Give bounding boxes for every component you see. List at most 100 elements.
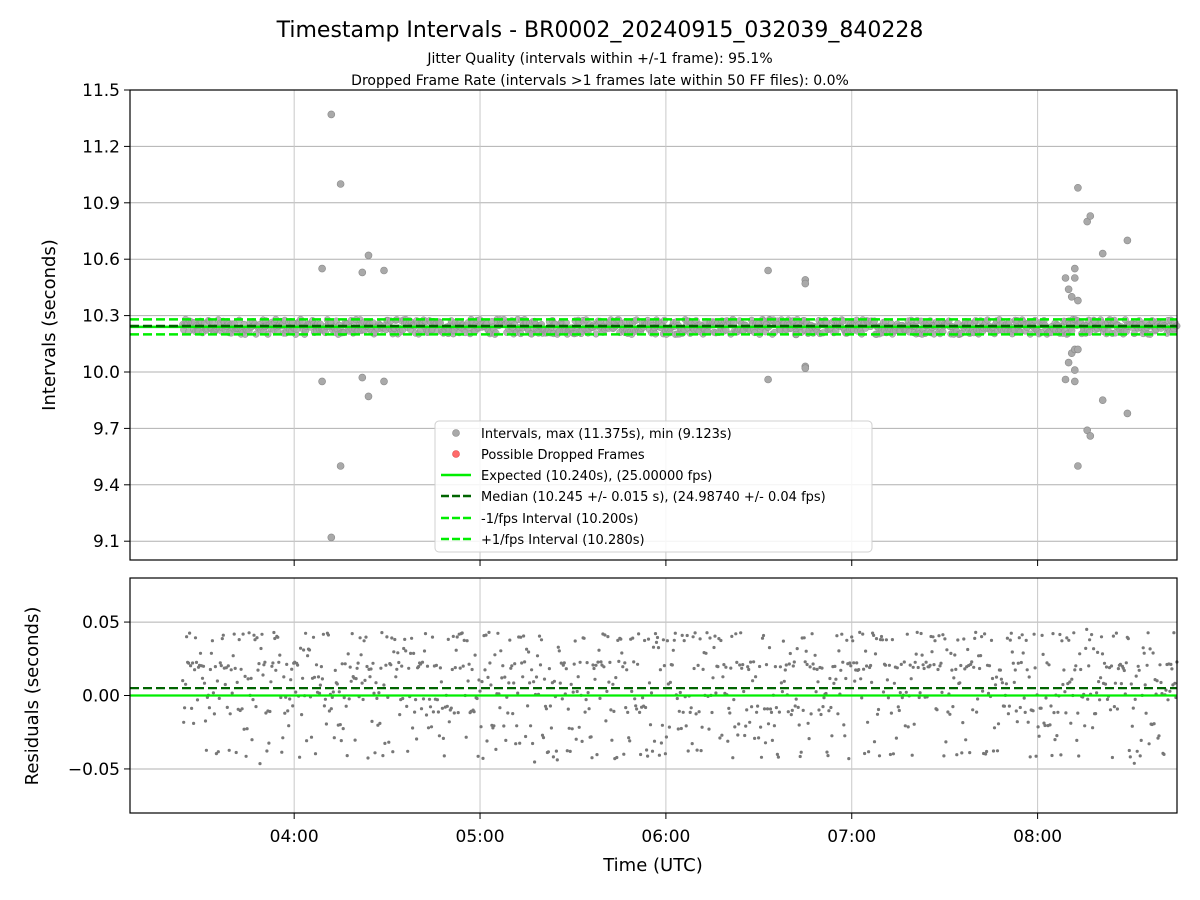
residual-point (389, 663, 393, 667)
residual-point (767, 646, 772, 650)
residual-point (883, 663, 888, 667)
residual-point (187, 661, 191, 665)
interval-outlier-point (380, 266, 388, 275)
residual-point (405, 704, 409, 709)
residual-point (850, 635, 854, 639)
residual-point (827, 709, 831, 713)
legend-entry-intervals: Intervals, max (11.375s), min (9.123s) (452, 427, 732, 442)
residual-point (289, 678, 293, 682)
residual-point (737, 722, 741, 726)
residual-point (791, 664, 795, 668)
residual-point (777, 710, 782, 714)
residual-point (1170, 667, 1174, 671)
residual-point (582, 636, 586, 640)
residual-point (1067, 638, 1071, 642)
residual-point (708, 636, 712, 640)
residual-point (655, 635, 660, 640)
residual-point (688, 710, 692, 715)
residual-point (1033, 666, 1037, 670)
residual-point (274, 668, 278, 672)
residual-point (333, 668, 337, 673)
residual-point (685, 633, 689, 638)
residual-point (498, 706, 502, 710)
residual-point (952, 676, 956, 680)
residual-point (203, 719, 208, 723)
residual-point (537, 634, 542, 638)
residual-point (281, 736, 285, 740)
legend-entry-minus-fps: -1/fps Interval (10.200s) (441, 512, 638, 527)
residual-point (672, 638, 676, 642)
residual-point (516, 691, 520, 695)
residual-point (477, 678, 481, 682)
residual-point (1109, 664, 1114, 668)
residual-point (1076, 711, 1080, 715)
residual-point (1083, 724, 1087, 728)
residual-point (790, 708, 794, 713)
residual-point (339, 739, 343, 743)
legend-label-dropped: Possible Dropped Frames (481, 448, 645, 463)
residual-point (663, 752, 668, 756)
residual-point (350, 632, 354, 636)
residual-point (667, 725, 672, 729)
residual-point (257, 662, 261, 666)
residual-point (1043, 723, 1047, 728)
residual-point (279, 695, 283, 700)
residual-point (430, 635, 435, 639)
residual-point (278, 653, 282, 657)
residual-point (530, 668, 534, 672)
residual-point (658, 668, 663, 672)
residual-point (436, 710, 440, 714)
residual-point (1152, 722, 1156, 726)
residual-point (269, 680, 273, 684)
residual-point (422, 649, 427, 653)
residual-point (380, 631, 384, 635)
residual-point (189, 664, 193, 668)
residual-point (298, 755, 302, 759)
residual-point (1059, 753, 1063, 757)
residual-point (251, 698, 255, 702)
residuals-xtick-label: 05:00 (456, 827, 505, 847)
residual-point (748, 720, 752, 724)
residual-point (213, 665, 217, 669)
chart-subtitle-jitter: Jitter Quality (intervals within +/-1 fr… (426, 51, 772, 67)
residual-point (390, 636, 394, 640)
residual-point (744, 724, 748, 728)
residual-point (851, 639, 855, 643)
residual-point (562, 661, 566, 665)
residual-point (232, 632, 236, 636)
residual-point (400, 664, 404, 668)
residual-point (980, 635, 984, 639)
residual-point (1013, 668, 1017, 672)
residual-point (437, 734, 441, 738)
residual-point (340, 662, 344, 666)
residual-point (277, 660, 281, 664)
residual-point (567, 726, 571, 730)
chart-subtitle-dropped: Dropped Frame Rate (intervals >1 frames … (351, 73, 849, 89)
residual-point (309, 735, 314, 739)
residual-point (1017, 636, 1021, 640)
residual-point (1068, 680, 1072, 684)
residual-point (220, 637, 224, 641)
residual-point (541, 736, 546, 740)
residual-point (766, 722, 771, 726)
residual-point (1100, 652, 1105, 656)
residual-point (287, 724, 291, 728)
residual-point (961, 721, 965, 725)
residual-point (834, 677, 838, 681)
residual-point (759, 725, 763, 729)
residual-point (260, 632, 264, 636)
residual-point (590, 756, 594, 760)
residual-point (450, 667, 454, 672)
residual-point (673, 631, 677, 635)
residual-point (896, 705, 900, 709)
residual-point (240, 707, 244, 711)
residual-point (1173, 681, 1177, 685)
residual-point (434, 663, 438, 668)
residual-point (793, 704, 797, 708)
residual-point (452, 711, 456, 715)
residual-point (252, 633, 256, 637)
interval-outlier-point (1123, 409, 1132, 418)
residual-point (950, 668, 954, 672)
residual-point (345, 754, 349, 758)
residual-point (681, 710, 685, 714)
